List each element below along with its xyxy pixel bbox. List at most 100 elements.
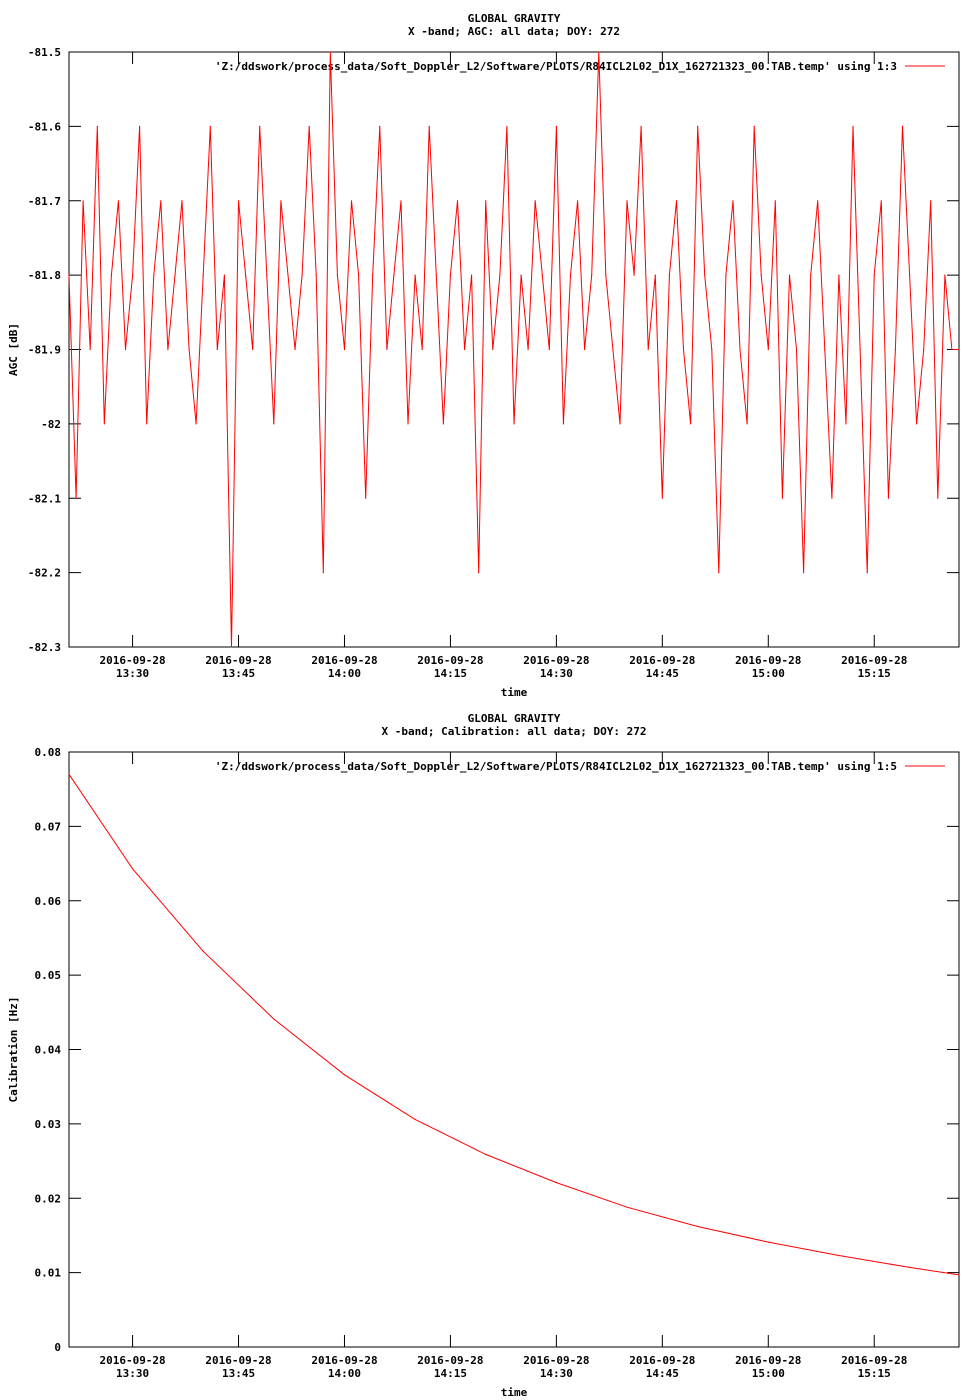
x-tick-date: 2016-09-28 [841, 1354, 907, 1367]
data-point [216, 348, 218, 351]
data-point [527, 348, 529, 351]
y-tick-label: 0.01 [35, 1267, 62, 1280]
data-point [499, 274, 501, 276]
x-tick-date: 2016-09-28 [735, 1354, 801, 1367]
x-tick-time: 13:45 [222, 667, 255, 680]
chart-subtitle: X -band; AGC: all data; DOY: 272 [408, 25, 620, 38]
data-point [393, 274, 395, 276]
data-point [817, 200, 819, 202]
legend-label: 'Z:/ddswork/process_data/Soft_Doppler_L2… [215, 60, 897, 73]
data-point [690, 423, 692, 425]
x-tick-date: 2016-09-28 [205, 1354, 271, 1367]
y-tick-label: 0.07 [35, 820, 62, 833]
x-tick-date: 2016-09-28 [99, 1354, 165, 1367]
data-point [598, 51, 600, 53]
data-point [619, 423, 621, 425]
data-point [569, 274, 572, 276]
y-tick-label: -82.3 [28, 641, 61, 654]
x-tick-time: 14:30 [540, 1367, 573, 1380]
x-tick-time: 14:45 [646, 667, 679, 680]
data-point [668, 274, 671, 276]
data-point [746, 423, 748, 425]
x-tick-date: 2016-09-28 [523, 654, 589, 667]
data-point [753, 125, 755, 127]
y-tick-label: -81.9 [28, 344, 61, 357]
data-point [944, 274, 946, 276]
data-point [916, 423, 918, 425]
data-point [506, 125, 508, 127]
data-point [739, 348, 741, 351]
data-point [322, 572, 324, 574]
data-point [824, 348, 826, 351]
data-point [555, 1182, 558, 1184]
data-point [661, 497, 663, 499]
data-point [873, 274, 875, 276]
y-tick-label: -82.2 [28, 567, 61, 580]
data-point [887, 497, 890, 499]
y-axis-label: AGC [dB] [7, 323, 20, 376]
data-point [795, 348, 798, 351]
data-point [725, 274, 727, 276]
data-point [428, 125, 430, 127]
x-axis-label: time [501, 686, 528, 699]
data-point [358, 274, 360, 276]
data-point [534, 200, 536, 202]
data-point [675, 200, 678, 202]
data-point [767, 1241, 769, 1243]
data-point [343, 348, 346, 351]
x-tick-time: 14:00 [328, 1367, 361, 1380]
x-tick-date: 2016-09-28 [523, 1354, 589, 1367]
data-point [591, 274, 593, 276]
data-point [372, 274, 374, 276]
series-line-1 [68, 51, 959, 648]
data-point [301, 274, 303, 276]
data-point [464, 348, 466, 351]
x-tick-time: 14:30 [540, 667, 573, 680]
data-point [704, 274, 706, 276]
data-point [456, 200, 459, 202]
data-point [414, 274, 416, 276]
data-point [442, 423, 444, 425]
data-point [711, 348, 713, 351]
data-point [280, 200, 282, 202]
data-point [287, 274, 289, 276]
data-point [958, 1274, 960, 1276]
data-point [89, 348, 91, 351]
data-point [266, 274, 268, 276]
data-point [336, 274, 338, 276]
data-point [718, 572, 720, 574]
data-point [82, 200, 84, 202]
x-tick-time: 14:00 [328, 667, 361, 680]
data-point [273, 423, 275, 425]
chart-subtitle: X -band; Calibration: all data; DOY: 272 [382, 725, 647, 738]
x-tick-time: 14:15 [434, 667, 467, 680]
x-tick-date: 2016-09-28 [311, 1354, 377, 1367]
y-tick-label: 0.02 [35, 1192, 62, 1205]
data-point [407, 423, 409, 425]
data-point [350, 200, 353, 202]
data-point [435, 274, 437, 276]
data-point [767, 348, 769, 351]
data-point [195, 423, 197, 425]
y-tick-label: 0.04 [35, 1044, 62, 1057]
data-point [647, 348, 649, 351]
data-point [937, 497, 939, 499]
x-tick-date: 2016-09-28 [735, 654, 801, 667]
data-point [894, 348, 897, 351]
data-point [866, 572, 868, 574]
data-point [252, 348, 254, 351]
data-point [584, 348, 586, 351]
data-point [386, 348, 388, 351]
data-point [139, 125, 141, 127]
chart-title: GLOBAL GRAVITY [468, 712, 561, 725]
data-point [838, 274, 840, 276]
data-point [492, 348, 494, 351]
x-tick-time: 14:15 [434, 1367, 467, 1380]
legend-label: 'Z:/ddswork/process_data/Soft_Doppler_L2… [215, 760, 897, 773]
series-line-1 [68, 774, 960, 1276]
data-point [909, 1266, 911, 1268]
data-point [640, 125, 642, 127]
data-point [626, 200, 628, 202]
data-point [245, 274, 247, 276]
